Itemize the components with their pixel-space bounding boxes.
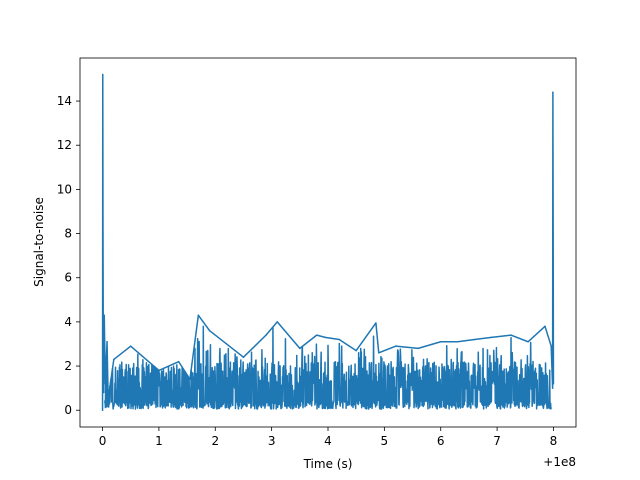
x-tick-label: 7 bbox=[493, 434, 501, 448]
x-tick-label: 5 bbox=[381, 434, 389, 448]
data-point bbox=[375, 322, 377, 324]
data-point bbox=[552, 91, 554, 93]
data-point bbox=[299, 347, 301, 350]
x-tick-label: 8 bbox=[550, 434, 558, 448]
series-layer bbox=[101, 73, 555, 411]
y-tick-label: 12 bbox=[57, 138, 72, 152]
data-point bbox=[552, 232, 554, 235]
y-tick-label: 14 bbox=[57, 94, 72, 108]
data-point bbox=[177, 360, 180, 363]
y-axis-ticks: 0 2 4 6 8 10 12 14 bbox=[57, 94, 80, 417]
data-point bbox=[338, 338, 341, 341]
data-point bbox=[102, 376, 105, 378]
data-point bbox=[355, 349, 357, 352]
data-point bbox=[456, 341, 459, 343]
data-point bbox=[276, 321, 279, 323]
y-tick-label: 6 bbox=[64, 271, 72, 285]
x-tick-label: 4 bbox=[324, 434, 332, 448]
data-point bbox=[551, 387, 554, 389]
data-point bbox=[417, 347, 419, 350]
data-point bbox=[473, 338, 476, 341]
x-axis-label: Time (s) bbox=[303, 457, 353, 471]
data-point bbox=[377, 352, 380, 354]
y-tick-label: 0 bbox=[64, 403, 72, 417]
data-point bbox=[394, 345, 397, 347]
x-tick-label: 2 bbox=[211, 434, 219, 448]
data-point bbox=[544, 325, 546, 328]
data-point bbox=[107, 398, 109, 400]
x-tick-label: 3 bbox=[268, 434, 276, 448]
data-point bbox=[208, 329, 211, 332]
data-point bbox=[101, 409, 104, 411]
x-tick-label: 0 bbox=[99, 434, 107, 448]
y-axis-label: Signal-to-noise bbox=[32, 197, 46, 287]
data-point bbox=[510, 334, 512, 336]
data-point bbox=[103, 314, 105, 317]
x-axis-ticks: 0 1 2 3 4 5 6 7 8 bbox=[99, 427, 558, 448]
data-point bbox=[265, 334, 267, 336]
data-point bbox=[242, 356, 245, 358]
data-point bbox=[102, 232, 104, 235]
data-point bbox=[113, 358, 115, 361]
data-point bbox=[189, 378, 191, 381]
data-point bbox=[439, 341, 442, 343]
data-point bbox=[315, 334, 318, 336]
series-noise-band bbox=[104, 325, 552, 410]
data-point bbox=[106, 341, 108, 343]
x-tick-label: 1 bbox=[155, 434, 163, 448]
y-tick-label: 10 bbox=[57, 182, 72, 196]
data-point bbox=[552, 382, 555, 385]
y-tick-label: 8 bbox=[64, 227, 72, 241]
data-point bbox=[158, 369, 160, 372]
y-tick-label: 2 bbox=[64, 359, 72, 373]
data-point bbox=[490, 336, 493, 339]
data-point bbox=[104, 382, 107, 385]
x-tick-label: 6 bbox=[437, 434, 445, 448]
data-point bbox=[527, 341, 529, 343]
x-axis-offset-label: +1e8 bbox=[543, 455, 576, 469]
data-point bbox=[102, 73, 104, 76]
data-point bbox=[197, 314, 200, 317]
data-point bbox=[550, 345, 552, 347]
data-point bbox=[102, 391, 105, 394]
data-point bbox=[129, 345, 132, 347]
data-point bbox=[324, 336, 326, 339]
y-tick-label: 4 bbox=[64, 315, 72, 329]
